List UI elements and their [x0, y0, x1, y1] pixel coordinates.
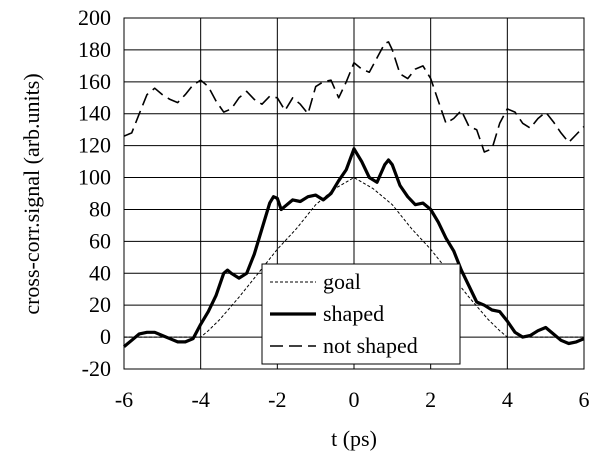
plot-frame: [123, 17, 585, 370]
x-tick-label: 4: [502, 387, 513, 412]
x-tick-label: 2: [425, 387, 436, 412]
series-line-not-shaped: [123, 41, 585, 153]
legend-label-goal: goal: [323, 269, 361, 294]
grid: [123, 17, 585, 370]
y-tick-label: 180: [78, 37, 111, 62]
y-tick-label: 40: [89, 260, 111, 285]
series: [122, 41, 585, 348]
legend-label-not-shaped: not shaped: [323, 333, 418, 358]
y-tick-label: 100: [78, 165, 111, 190]
y-tick-label: 20: [89, 292, 111, 317]
y-tick-label: 80: [89, 196, 111, 221]
series-line-goal: [124, 177, 584, 338]
legend-label-shaped: shaped: [323, 301, 384, 326]
y-tick-label: -20: [82, 356, 111, 381]
y-tick-label: 160: [78, 69, 111, 94]
x-tick-label: -4: [192, 387, 210, 412]
x-axis-title: t (ps): [331, 426, 377, 451]
legend: goal shaped not shaped: [261, 263, 461, 365]
y-tick-label: 140: [78, 101, 111, 126]
series-line-shaped: [122, 147, 585, 348]
x-tick-label: 0: [349, 387, 360, 412]
y-tick-label: 0: [100, 324, 111, 349]
x-tick-label: 6: [579, 387, 590, 412]
y-tick-label: 120: [78, 133, 111, 158]
x-tick-label: -2: [268, 387, 286, 412]
y-axis-title: cross-corr.signal (arb.units): [19, 73, 44, 314]
y-tick-label: 200: [78, 5, 111, 30]
x-tick-label: -6: [115, 387, 133, 412]
y-tick-label: 60: [89, 228, 111, 253]
